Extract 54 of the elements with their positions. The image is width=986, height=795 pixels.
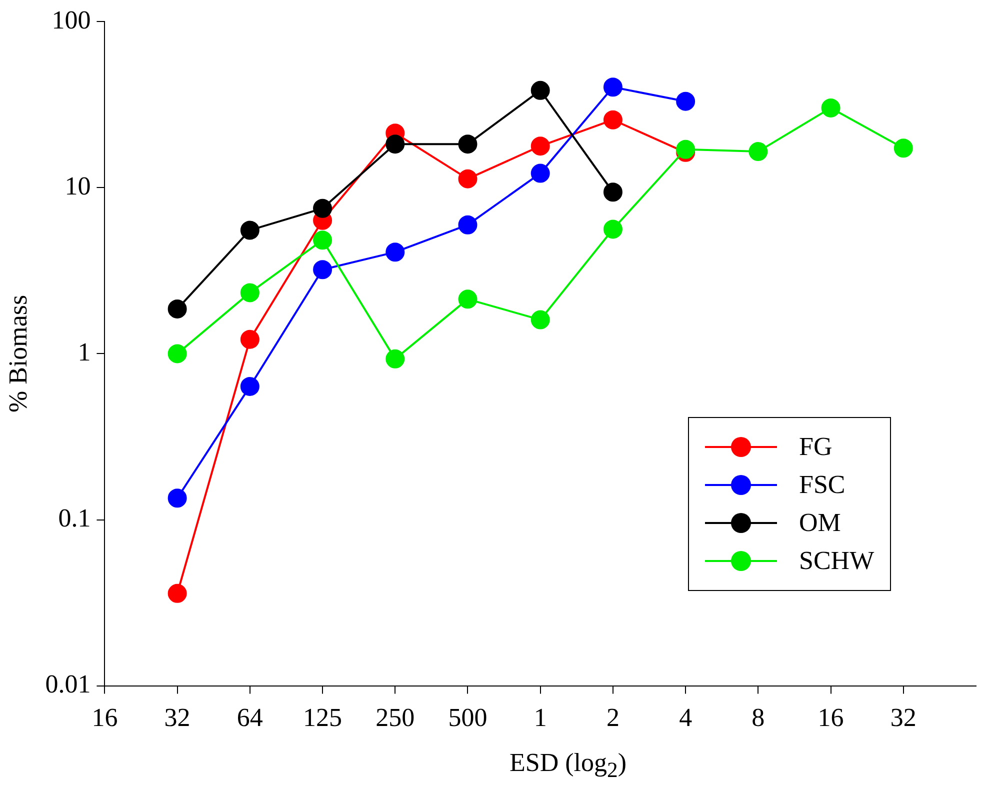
x-tick-label: 2 bbox=[606, 703, 620, 732]
point bbox=[894, 138, 913, 158]
x-tick-label: 1 bbox=[534, 703, 547, 732]
point bbox=[168, 299, 187, 318]
x-tick-label: 32 bbox=[164, 703, 190, 732]
y-tick-label: 100 bbox=[52, 5, 91, 34]
point bbox=[676, 92, 696, 111]
x-tick-label: 8 bbox=[752, 703, 765, 732]
point bbox=[603, 110, 622, 130]
point bbox=[530, 136, 550, 156]
point bbox=[240, 330, 260, 349]
point bbox=[458, 134, 478, 154]
x-tick-label: 125 bbox=[303, 703, 342, 732]
point bbox=[603, 220, 622, 239]
x-tick-label: 64 bbox=[236, 703, 263, 732]
y-tick-label: 10 bbox=[64, 171, 91, 200]
point bbox=[821, 98, 840, 118]
y-tick-label: 1 bbox=[78, 338, 91, 367]
point bbox=[168, 488, 187, 508]
x-tick-label: 16 bbox=[92, 703, 118, 732]
point bbox=[168, 344, 187, 364]
point bbox=[530, 80, 550, 100]
point bbox=[313, 198, 332, 218]
x-tick-label: 16 bbox=[818, 703, 844, 732]
point bbox=[313, 230, 332, 250]
x-tick-label: 4 bbox=[679, 703, 692, 732]
point bbox=[676, 140, 696, 159]
point bbox=[168, 584, 187, 603]
y-tick-label: 0.01 bbox=[45, 670, 91, 699]
point bbox=[386, 349, 405, 368]
point bbox=[240, 220, 260, 240]
y-axis-title: % Biomass bbox=[3, 294, 32, 413]
legend-label: FG bbox=[799, 432, 832, 462]
legend-label: FSC bbox=[799, 470, 846, 500]
y-tick-label: 0.1 bbox=[58, 504, 91, 533]
point bbox=[748, 142, 768, 162]
point bbox=[530, 310, 550, 330]
x-tick-label: 500 bbox=[448, 703, 488, 732]
legend-label: SCHW bbox=[799, 546, 874, 576]
x-tick-label: 250 bbox=[376, 703, 415, 732]
point bbox=[530, 164, 550, 183]
point bbox=[603, 182, 622, 202]
point bbox=[240, 376, 260, 396]
point bbox=[240, 283, 260, 302]
point bbox=[603, 78, 622, 97]
legend-label: OM bbox=[799, 508, 841, 538]
point bbox=[458, 169, 478, 188]
point bbox=[386, 242, 405, 262]
x-tick-label: 32 bbox=[890, 703, 916, 732]
point bbox=[386, 134, 405, 154]
point bbox=[458, 290, 478, 309]
point bbox=[313, 260, 332, 280]
x-axis-title: ESD (log$_{2}$) bbox=[508, 748, 628, 784]
point bbox=[458, 215, 478, 234]
